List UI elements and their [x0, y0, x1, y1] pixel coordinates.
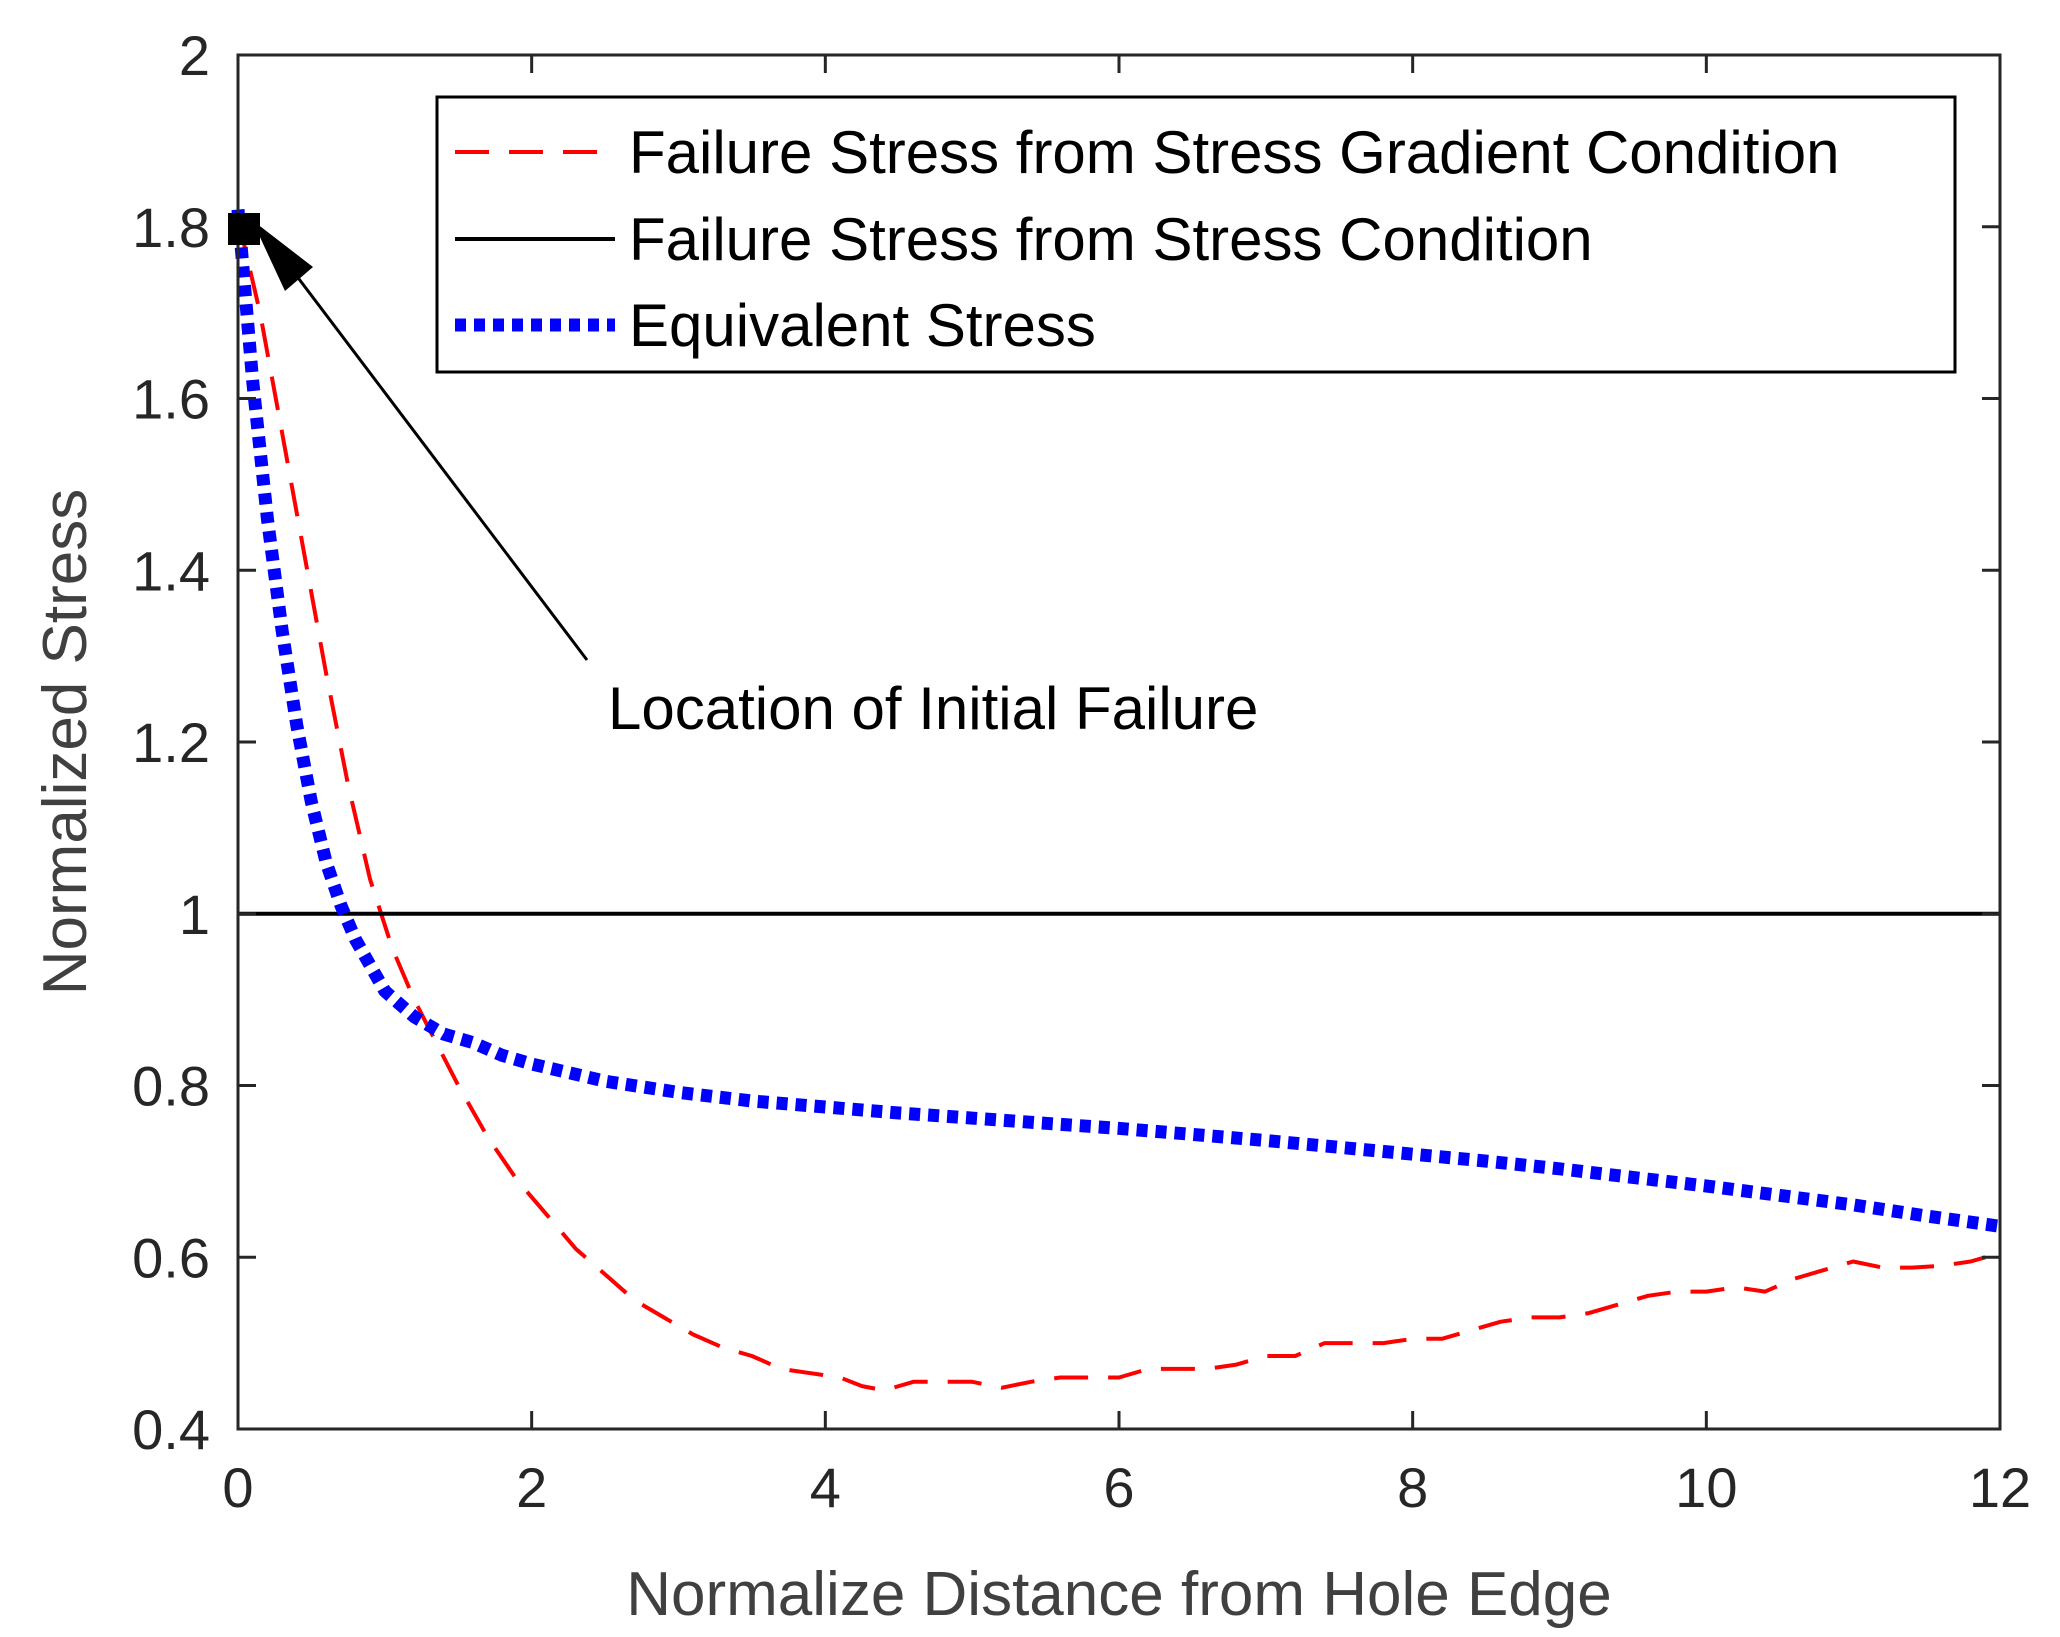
y-axis-label: Normalized Stress: [31, 489, 100, 995]
initial-failure-marker: [228, 213, 260, 245]
legend-label-equivalent: Equivalent Stress: [629, 292, 1096, 359]
x-tick-label: 2: [516, 1456, 547, 1519]
legend: Failure Stress from Stress Gradient Cond…: [435, 95, 1957, 374]
series-layer: [231, 209, 2001, 1393]
y-tick-label: 1.6: [132, 368, 210, 431]
y-tick-label: 1.4: [132, 539, 210, 602]
x-tick-label: 0: [222, 1456, 253, 1519]
y-tick-label: 2: [179, 24, 210, 87]
legend-box: [435, 95, 1957, 374]
y-tick-label: 0.4: [132, 1398, 210, 1461]
x-tick-label: 8: [1397, 1456, 1428, 1519]
series-line-2: [231, 209, 2001, 1233]
y-tick-label: 0.8: [132, 1055, 210, 1118]
annotation-arrow-line: [266, 237, 589, 661]
y-tick-label: 0.6: [132, 1226, 210, 1289]
x-tick-label: 4: [810, 1456, 841, 1519]
annotation-arrow-head: [252, 220, 313, 291]
series-line-0: [236, 217, 1986, 1393]
y-tick-label: 1.2: [132, 711, 210, 774]
y-tick-label: 1: [179, 883, 210, 946]
legend-label-gradient: Failure Stress from Stress Gradient Cond…: [629, 119, 1839, 186]
x-tick-label: 10: [1675, 1456, 1737, 1519]
x-tick-label: 6: [1103, 1456, 1134, 1519]
x-tick-label: 12: [1969, 1456, 2031, 1519]
annotation-text: Location of Initial Failure: [608, 675, 1258, 742]
legend-label-stress: Failure Stress from Stress Condition: [629, 206, 1593, 273]
x-axis-label: Normalize Distance from Hole Edge: [626, 1560, 1612, 1629]
tick-labels-layer: 0 2 4 6 8 10 12 0.4 0.6 0.8 1 1.2 1.4 1.6 1.8 2: [132, 24, 2031, 1519]
annotation-layer: Location of Initial Failure: [228, 213, 1258, 742]
y-tick-label: 1.8: [132, 196, 210, 259]
